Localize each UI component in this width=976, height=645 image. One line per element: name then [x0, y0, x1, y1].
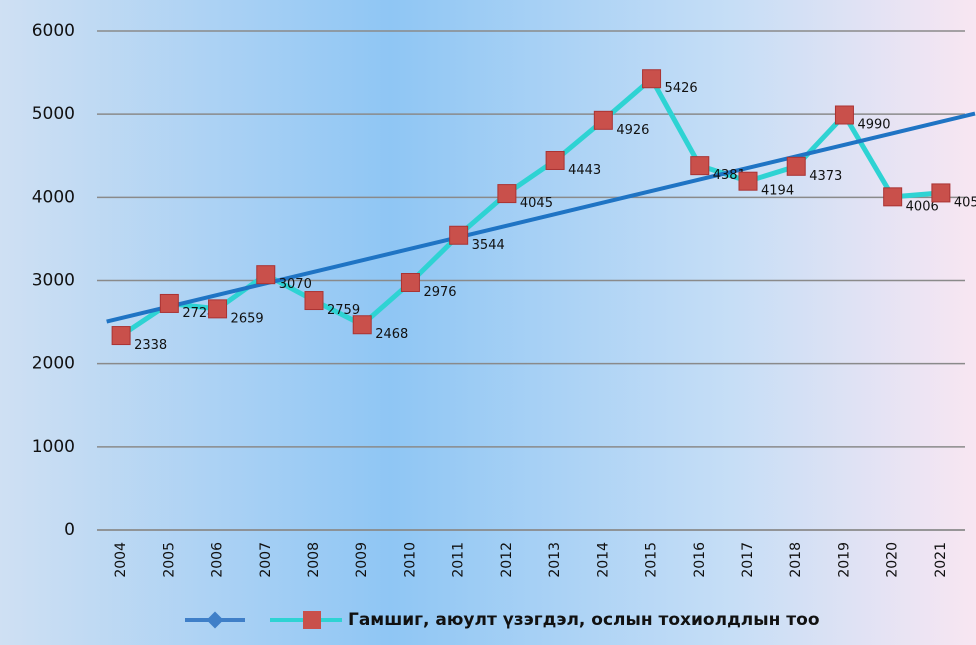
x-tick-label: 2013 — [547, 542, 563, 578]
data-label: 4373 — [809, 169, 842, 184]
y-tick-label: 0 — [64, 520, 75, 540]
x-tick-label: 2015 — [644, 542, 660, 578]
data-label: 2468 — [375, 327, 408, 342]
marker — [593, 110, 613, 130]
trend-line — [106, 111, 976, 324]
x-tick-label: 2020 — [885, 542, 901, 578]
y-tick-label: 3000 — [32, 271, 75, 291]
x-tick-label: 2004 — [113, 542, 129, 578]
marker — [690, 156, 710, 176]
data-label: 2976 — [423, 285, 456, 300]
marker — [834, 105, 854, 125]
legend-trend-marker — [206, 611, 224, 629]
data-label: 4053 — [954, 195, 976, 210]
legend: Гамшиг, аюулт үзэгдэл, ослын тохиолдлын … — [185, 610, 820, 630]
marker — [304, 291, 324, 311]
data-label: 4990 — [857, 117, 890, 132]
x-tick-label: 2019 — [836, 542, 852, 578]
x-tick-label: 2021 — [933, 542, 949, 578]
marker — [449, 225, 469, 245]
data-label: 4045 — [520, 196, 553, 211]
marker — [642, 69, 662, 89]
x-tick-label: 2016 — [692, 542, 708, 578]
data-label: 4443 — [568, 163, 601, 178]
data-label: 2338 — [134, 338, 167, 353]
data-label: 5426 — [665, 81, 698, 96]
marker — [159, 293, 179, 313]
legend-series-marker — [303, 611, 321, 629]
data-label: 4006 — [906, 199, 939, 214]
y-tick-label: 5000 — [32, 104, 75, 124]
data-label: 3070 — [279, 277, 312, 292]
marker — [545, 150, 565, 170]
x-tick-label: 2017 — [740, 542, 756, 578]
data-label: 4194 — [761, 184, 794, 199]
data-label: 2659 — [231, 311, 264, 326]
x-tick-label: 2006 — [210, 542, 226, 578]
y-tick-label: 1000 — [32, 437, 75, 457]
x-tick-label: 2005 — [161, 542, 177, 578]
data-label: 2724 — [182, 306, 215, 321]
data-label: 2759 — [327, 303, 360, 318]
y-tick-label: 2000 — [32, 354, 75, 374]
marker — [738, 171, 758, 191]
marker — [208, 299, 228, 319]
marker — [883, 187, 903, 207]
x-tick-label: 2011 — [451, 542, 467, 578]
x-tick-label: 2014 — [595, 542, 611, 578]
data-label: 4926 — [616, 123, 649, 138]
marker — [256, 265, 276, 285]
x-tick-label: 2009 — [354, 542, 370, 578]
marker — [786, 156, 806, 176]
marker — [497, 184, 517, 204]
y-tick-label: 4000 — [32, 187, 75, 207]
x-tick-label: 2010 — [402, 542, 418, 578]
x-tick-label: 2007 — [258, 542, 274, 578]
marker — [400, 272, 420, 292]
marker — [111, 326, 131, 346]
data-label: 3544 — [472, 238, 505, 253]
x-tick-label: 2018 — [788, 542, 804, 578]
data-label: 4381 — [713, 168, 746, 183]
marker — [931, 183, 951, 203]
x-tick-label: 2012 — [499, 542, 515, 578]
x-tick-label: 2008 — [306, 542, 322, 578]
legend-label: Гамшиг, аюулт үзэгдэл, ослын тохиолдлын … — [348, 610, 820, 630]
y-tick-label: 6000 — [32, 21, 75, 41]
marker — [352, 315, 372, 335]
